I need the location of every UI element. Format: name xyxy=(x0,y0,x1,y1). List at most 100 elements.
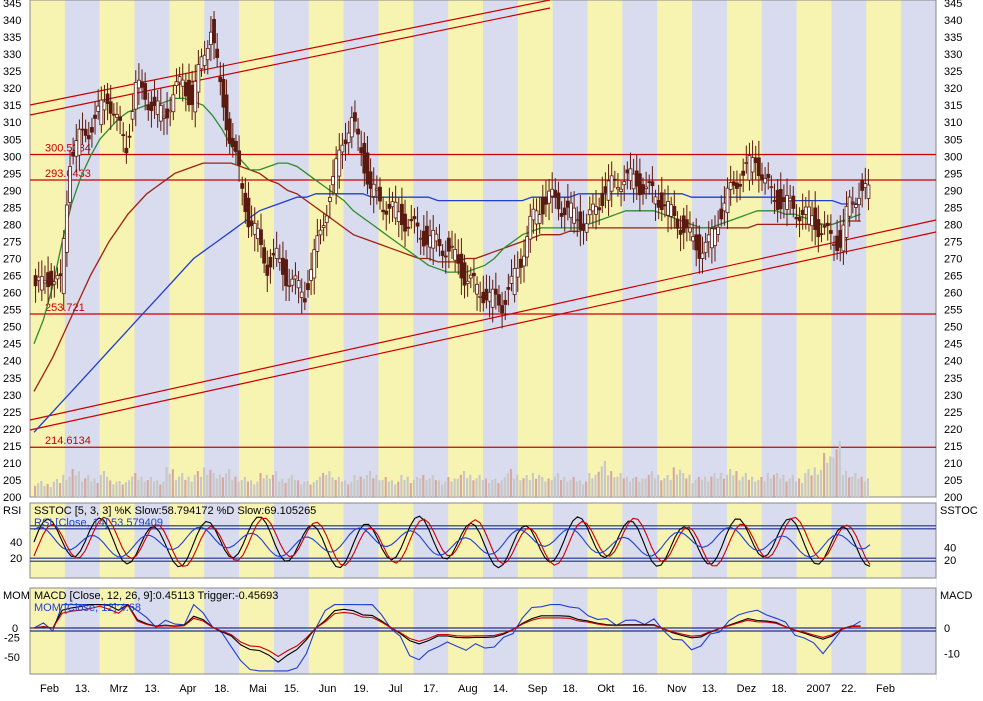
price-tick-right: 335 xyxy=(944,32,962,44)
candle-body xyxy=(728,182,733,190)
date-tick: Mrz xyxy=(110,683,128,695)
candle-body xyxy=(443,255,448,258)
date-tick: 22. xyxy=(841,683,856,695)
candle-body xyxy=(487,291,492,302)
volume-bar xyxy=(190,481,193,497)
candle-body xyxy=(631,173,636,190)
candle-body xyxy=(597,207,602,211)
volume-bar xyxy=(563,476,566,497)
volume-bar xyxy=(112,484,115,497)
channel-lower-a xyxy=(29,219,937,421)
candle-body xyxy=(634,170,639,187)
candle-body xyxy=(590,203,595,212)
candle-body xyxy=(187,79,191,106)
volume-bar xyxy=(228,469,231,497)
price-tick-right: 330 xyxy=(944,49,962,61)
sstoc-d-line xyxy=(33,516,871,567)
volume-bar xyxy=(572,477,575,497)
candle-body xyxy=(778,188,783,210)
price-tick-left: 250 xyxy=(3,322,21,334)
price-tick-left: 245 xyxy=(3,339,21,351)
band xyxy=(239,0,275,680)
candle-body xyxy=(722,202,727,212)
volume-bar xyxy=(741,476,744,497)
candle-body xyxy=(346,132,351,143)
candle-body xyxy=(641,184,645,195)
volume-bar xyxy=(127,480,131,497)
candle-body xyxy=(678,229,683,235)
candle-body xyxy=(603,186,608,193)
volume-bar xyxy=(754,481,757,497)
candle-body xyxy=(381,209,386,213)
candle-body xyxy=(781,197,786,202)
volume-bar xyxy=(513,478,516,497)
candle-body xyxy=(694,234,699,251)
volume-bar xyxy=(284,483,287,497)
band xyxy=(657,0,693,680)
volume-bar xyxy=(315,480,318,497)
candle-body xyxy=(525,236,530,258)
band xyxy=(692,0,728,680)
candle-body xyxy=(612,178,617,181)
volume-bar xyxy=(381,480,384,497)
candle-body xyxy=(681,215,686,233)
volume-bar xyxy=(34,485,37,497)
volume-bar xyxy=(494,479,497,497)
volume-bar xyxy=(209,469,212,497)
date-tick: 13. xyxy=(75,683,90,695)
candle-body xyxy=(277,258,282,263)
candle-body xyxy=(450,245,454,248)
level-label: 293.0433 xyxy=(45,168,91,180)
candle-body xyxy=(290,278,295,286)
candle-body xyxy=(55,275,60,280)
volume-bar xyxy=(55,479,59,497)
candle-body xyxy=(64,204,69,253)
candle-body xyxy=(659,192,664,210)
volume-bar xyxy=(459,474,462,497)
volume-bar xyxy=(397,481,400,497)
candle-body xyxy=(143,83,148,100)
candle-body xyxy=(215,48,220,58)
volume-bar xyxy=(290,475,293,497)
candle-body xyxy=(509,275,514,284)
candle-body xyxy=(484,288,489,301)
candle-body xyxy=(731,181,736,186)
volume-bar xyxy=(372,478,375,497)
volume-bar xyxy=(212,473,215,497)
level-label: 253.721 xyxy=(45,302,85,314)
candle-body xyxy=(343,139,348,145)
date-tick: 18. xyxy=(563,683,578,695)
candle-body xyxy=(68,166,72,203)
volume-bar xyxy=(62,474,65,497)
osc-left-label: RSI xyxy=(3,505,21,517)
candle-body xyxy=(716,226,721,235)
candle-body xyxy=(165,108,169,119)
volume-bar xyxy=(118,481,121,497)
volume-bar xyxy=(506,473,509,497)
date-axis-area xyxy=(30,674,936,696)
volume-bar xyxy=(788,478,791,497)
candle-body xyxy=(503,299,508,305)
candle-body xyxy=(569,202,573,218)
volume-bar xyxy=(359,476,362,497)
candle-body xyxy=(108,101,113,114)
price-tick-left: 320 xyxy=(3,83,21,95)
volume-bar xyxy=(725,474,729,497)
candle-body xyxy=(183,82,188,97)
date-tick: 13. xyxy=(702,683,717,695)
band xyxy=(378,0,414,680)
volume-bar xyxy=(528,479,531,497)
mom-tick-left: 0 xyxy=(12,623,18,635)
candle-body xyxy=(262,247,267,264)
candle-body xyxy=(337,149,342,177)
price-tick-right: 300 xyxy=(944,151,962,163)
ma-blue-line xyxy=(33,193,861,433)
date-tick: 13. xyxy=(145,683,160,695)
volume-bar xyxy=(838,441,841,497)
candle-body xyxy=(312,249,317,279)
volume-bar xyxy=(71,469,74,497)
volume-bar xyxy=(710,476,713,497)
price-tick-right: 275 xyxy=(944,236,962,248)
volume-bar xyxy=(866,478,869,497)
